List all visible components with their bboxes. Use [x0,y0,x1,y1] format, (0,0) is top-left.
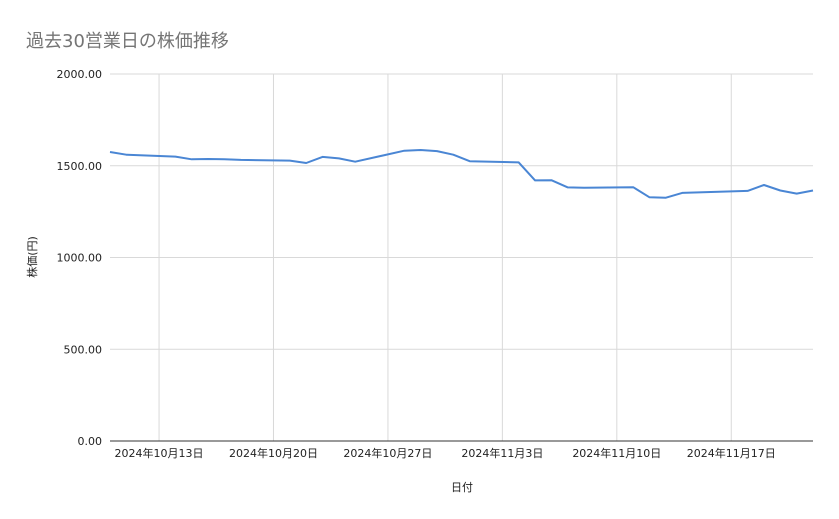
y-axis-title: 株価(円) [25,236,39,278]
x-tick-label: 2024年11月17日 [687,446,776,460]
chart-title: 過去30営業日の株価推移 [26,31,229,52]
y-tick-label: 1000.00 [57,252,103,265]
y-tick-label: 2000.00 [57,68,103,81]
x-tick-label: 2024年10月27日 [343,446,432,460]
x-tick-label: 2024年11月10日 [572,446,661,460]
x-tick-labels: 2024年10月13日 2024年10月20日 2024年10月27日 2024年11… [115,446,776,460]
x-tick-label: 2024年10月20日 [229,446,318,460]
grid [110,73,813,442]
series-line [109,149,814,199]
y-tick-label: 0.00 [78,435,103,448]
x-tick-label: 2024年11月3日 [461,446,543,460]
y-tick-label: 1500.00 [57,160,103,173]
y-tick-label: 500.00 [64,343,103,356]
y-tick-labels: 0.00 500.00 1000.00 1500.00 2000.00 [57,68,103,448]
x-axis-title: 日付 [451,481,473,494]
x-tick-label: 2024年10月13日 [115,446,204,460]
